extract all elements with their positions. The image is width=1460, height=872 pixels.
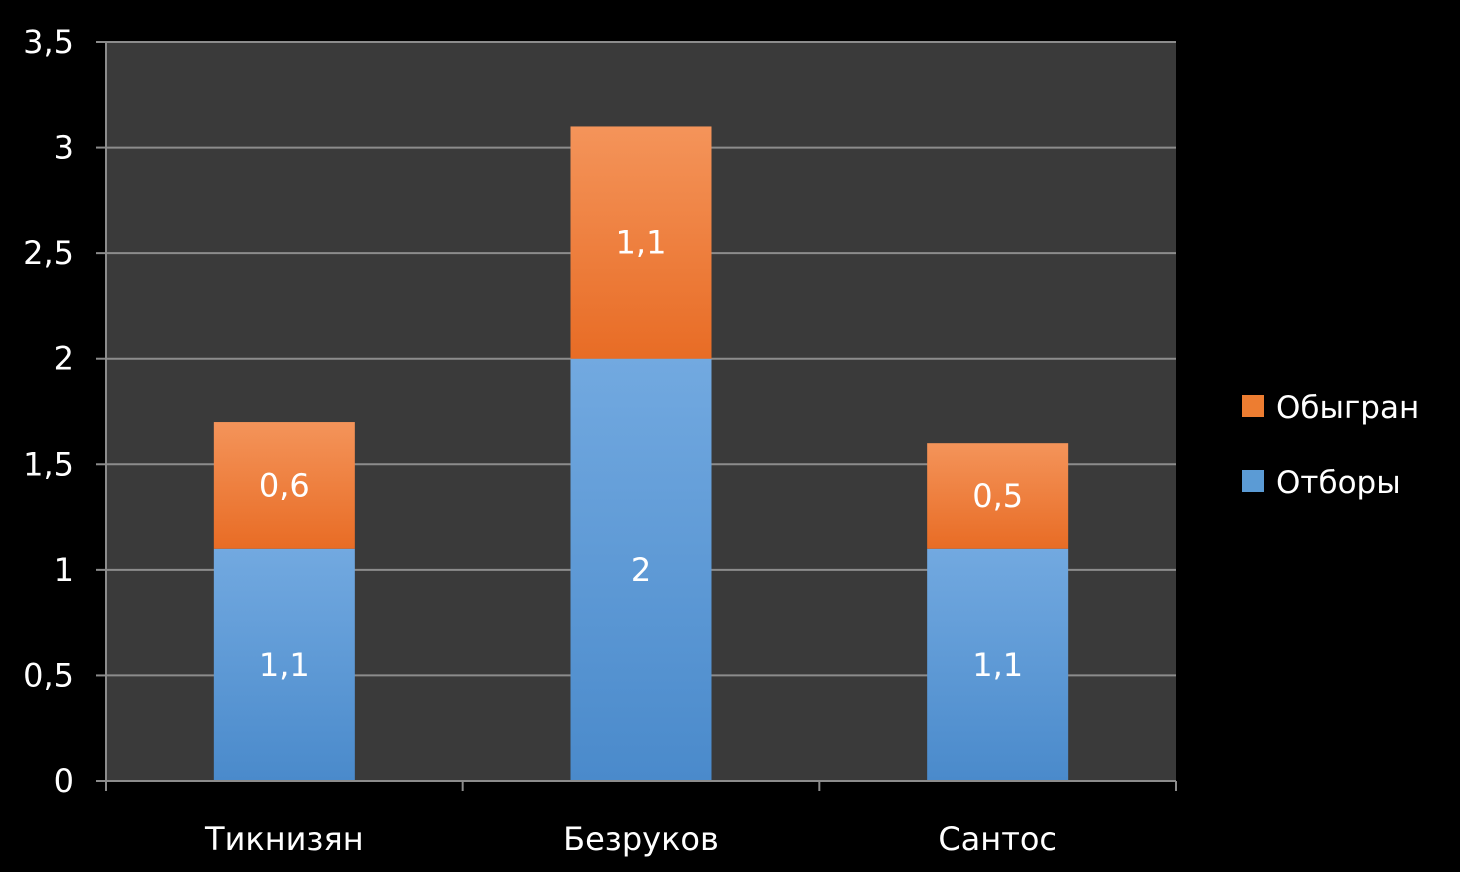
axes [96, 41, 1177, 791]
y-tick-label: 0 [54, 762, 74, 800]
data-label: 1,1 [259, 646, 310, 684]
data-label: 0,5 [972, 477, 1023, 515]
bars [213, 126, 1069, 781]
legend-label: Отборы [1276, 465, 1401, 501]
bar-segment [570, 358, 712, 781]
bar-segment [570, 126, 712, 359]
legend-swatch [1242, 470, 1264, 492]
y-tick-label: 1,5 [23, 445, 74, 483]
data-label: 0,6 [259, 466, 310, 504]
legend-label: Обыгран [1276, 390, 1419, 426]
data-label: 2 [631, 551, 651, 589]
x-category-labels: Тикнизян Безруков Сантос [204, 820, 1057, 858]
x-category-label: Тикнизян [204, 820, 364, 858]
y-tick-label: 3,5 [23, 23, 74, 61]
bar-segment [927, 548, 1069, 781]
x-category-label: Безруков [563, 820, 719, 858]
legend-swatch [1242, 395, 1264, 417]
legend-entry: Отборы [1242, 465, 1401, 501]
y-tick-label: 2,5 [23, 234, 74, 272]
legend: Обыгран Отборы [1242, 390, 1419, 501]
y-tick-label: 2 [54, 340, 74, 378]
y-tick-labels: 0 0,5 1 1,5 2 2,5 3 3,5 [23, 23, 74, 800]
data-label: 1,1 [972, 646, 1023, 684]
bar-segment [927, 443, 1069, 549]
data-labels: 1,1 0,6 2 1,1 1,1 0,5 [259, 224, 1023, 684]
data-label: 1,1 [616, 224, 667, 262]
bar-segment [213, 422, 355, 549]
y-tick-label: 1 [54, 551, 74, 589]
y-tick-label: 3 [54, 129, 74, 167]
bar-segment [213, 548, 355, 781]
legend-entry: Обыгран [1242, 390, 1419, 426]
x-category-label: Сантос [938, 820, 1057, 858]
y-tick-label: 0,5 [23, 656, 74, 694]
